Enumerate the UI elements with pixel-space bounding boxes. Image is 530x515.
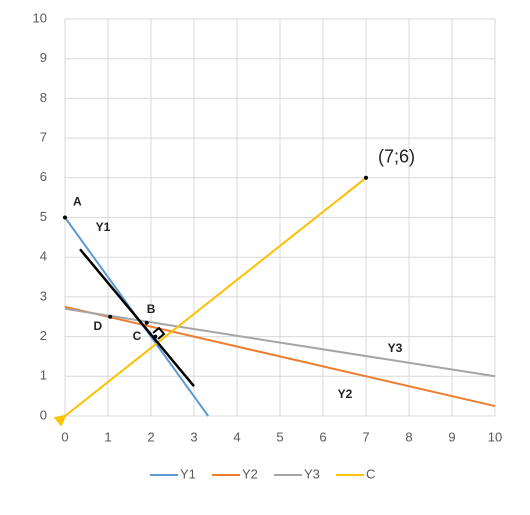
legend-item: Y3 [274, 466, 320, 481]
y-tick-label: 10 [33, 10, 47, 25]
y-tick-label: 9 [40, 50, 47, 65]
y-tick-label: 8 [40, 90, 47, 105]
point-label: C [133, 329, 142, 343]
series-line [64, 307, 496, 378]
x-tick-label: 0 [61, 429, 68, 444]
series-line [53, 177, 367, 427]
legend-label: Y2 [242, 466, 258, 481]
legend-item: Y2 [212, 466, 258, 481]
series-label: Y3 [388, 341, 403, 355]
x-tick-label: 2 [147, 429, 154, 444]
legend-item: C [336, 466, 375, 481]
y-tick-label: 7 [40, 130, 47, 145]
x-tick-label: 1 [104, 429, 111, 444]
y-tick-label: 0 [40, 407, 47, 422]
series-line [79, 248, 195, 388]
x-tick-label: 8 [405, 429, 412, 444]
x-tick-label: 10 [488, 429, 502, 444]
x-tick-label: 7 [362, 429, 369, 444]
point [108, 314, 113, 319]
series-line [64, 305, 496, 408]
x-tick-label: 5 [276, 429, 283, 444]
right-angle-marker [152, 326, 166, 340]
y-tick-label: 5 [40, 209, 47, 224]
x-tick-label: 9 [448, 429, 455, 444]
y-tick-label: 1 [40, 368, 47, 383]
point [364, 175, 368, 180]
y-tick-label: 4 [40, 249, 47, 264]
x-tick-label: 6 [319, 429, 326, 444]
legend-item: Y1 [150, 466, 196, 481]
point-label: B [147, 302, 156, 316]
point [153, 334, 158, 339]
series-label: Y2 [338, 387, 353, 401]
x-tick-label: 3 [190, 429, 197, 444]
x-tick-label: 4 [233, 429, 240, 444]
point-label: (7;6) [378, 147, 415, 167]
y-tick-label: 6 [40, 169, 47, 184]
y-tick-label: 3 [40, 288, 47, 303]
point [144, 320, 149, 325]
point-label: D [93, 319, 102, 333]
legend-label: Y3 [304, 466, 320, 481]
point-label: A [73, 195, 82, 209]
legend-label: C [366, 466, 375, 481]
legend-label: Y1 [180, 466, 196, 481]
point [63, 215, 67, 220]
y-tick-label: 2 [40, 328, 47, 343]
series-label: Y1 [96, 220, 111, 234]
